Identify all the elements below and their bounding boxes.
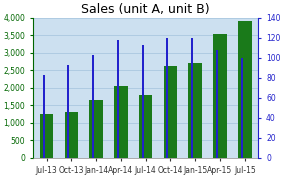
Bar <box>114 86 128 158</box>
Bar <box>238 21 252 158</box>
Bar <box>64 112 78 158</box>
Bar <box>164 66 177 158</box>
Bar <box>213 34 227 158</box>
Bar <box>166 38 168 158</box>
Bar <box>117 40 119 158</box>
Bar <box>67 65 69 158</box>
Bar <box>139 95 153 158</box>
Bar <box>191 38 193 158</box>
Bar <box>43 75 45 158</box>
Bar <box>241 58 243 158</box>
Bar <box>89 100 103 158</box>
Bar <box>40 114 53 158</box>
Bar <box>216 50 218 158</box>
Bar <box>142 45 144 158</box>
Bar <box>92 55 94 158</box>
Title: Sales (unit A, unit B): Sales (unit A, unit B) <box>82 4 210 17</box>
Bar <box>188 63 202 158</box>
